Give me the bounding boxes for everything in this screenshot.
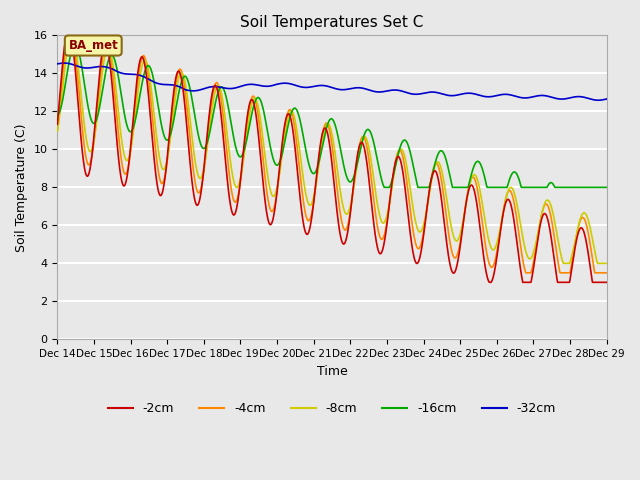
-32cm — [603, 96, 611, 102]
-2cm — [603, 279, 611, 285]
-16cm — [67, 51, 75, 57]
-16cm — [287, 112, 294, 118]
-32cm — [61, 60, 68, 66]
X-axis label: Time: Time — [317, 365, 348, 378]
-16cm — [308, 170, 316, 176]
-2cm — [287, 116, 294, 122]
-2cm — [298, 213, 306, 218]
-4cm — [97, 74, 104, 80]
Y-axis label: Soil Temperature (C): Soil Temperature (C) — [15, 123, 28, 252]
-2cm — [54, 121, 61, 127]
-8cm — [559, 261, 567, 266]
-32cm — [595, 97, 602, 103]
-32cm — [287, 81, 294, 87]
Legend: -2cm, -4cm, -8cm, -16cm, -32cm: -2cm, -4cm, -8cm, -16cm, -32cm — [103, 397, 561, 420]
-16cm — [119, 101, 127, 107]
Line: -2cm: -2cm — [58, 45, 607, 282]
-32cm — [119, 71, 127, 76]
-8cm — [367, 153, 374, 158]
-4cm — [522, 270, 530, 276]
-2cm — [119, 181, 127, 187]
-8cm — [308, 200, 316, 205]
-2cm — [367, 190, 374, 195]
-8cm — [64, 42, 72, 48]
Text: BA_met: BA_met — [68, 39, 118, 52]
-4cm — [367, 168, 374, 173]
-2cm — [61, 42, 68, 48]
-8cm — [603, 261, 611, 266]
-2cm — [486, 279, 493, 285]
-4cm — [287, 108, 294, 113]
Line: -32cm: -32cm — [58, 63, 607, 100]
Line: -16cm: -16cm — [58, 54, 607, 187]
-16cm — [380, 184, 388, 190]
-16cm — [367, 129, 374, 135]
-16cm — [603, 184, 611, 190]
-32cm — [367, 87, 374, 93]
-2cm — [308, 212, 316, 218]
-4cm — [54, 128, 61, 133]
-4cm — [62, 42, 70, 48]
-32cm — [54, 61, 61, 67]
Line: -4cm: -4cm — [58, 45, 607, 273]
-8cm — [119, 144, 127, 150]
-32cm — [97, 64, 104, 70]
-4cm — [119, 164, 127, 170]
-2cm — [97, 64, 104, 70]
-32cm — [308, 84, 316, 90]
-8cm — [54, 128, 61, 134]
Line: -8cm: -8cm — [58, 45, 607, 264]
-16cm — [54, 112, 61, 118]
-16cm — [97, 100, 104, 106]
-8cm — [298, 168, 306, 173]
-8cm — [287, 108, 294, 114]
-4cm — [308, 209, 316, 215]
-16cm — [298, 128, 306, 133]
-4cm — [298, 189, 306, 195]
-8cm — [97, 87, 104, 93]
-4cm — [603, 270, 611, 276]
-32cm — [298, 84, 306, 90]
Title: Soil Temperatures Set C: Soil Temperatures Set C — [241, 15, 424, 30]
